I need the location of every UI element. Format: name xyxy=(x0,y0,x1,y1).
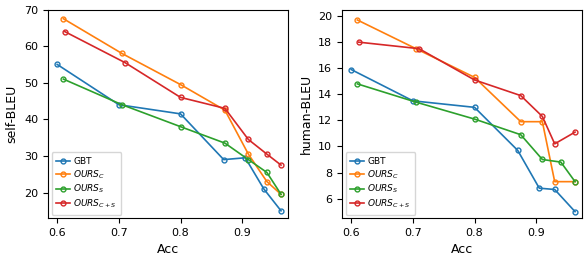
$OURS_C$ xyxy=(539,120,546,123)
Line: $OURS_C$: $OURS_C$ xyxy=(61,16,283,197)
$OURS_S$ xyxy=(222,141,229,145)
GBT xyxy=(514,149,521,152)
$OURS_{C+S}$ xyxy=(222,107,229,110)
Legend: GBT, $OURS_C$, $OURS_S$, $OURS_{C+S}$: GBT, $OURS_C$, $OURS_S$, $OURS_{C+S}$ xyxy=(52,152,121,215)
$OURS_C$ xyxy=(517,120,524,123)
Line: $OURS_C$: $OURS_C$ xyxy=(355,18,577,184)
$OURS_C$ xyxy=(177,83,184,86)
GBT xyxy=(242,156,249,159)
X-axis label: Acc: Acc xyxy=(157,243,179,256)
$OURS_S$ xyxy=(245,158,252,161)
GBT xyxy=(260,187,268,190)
X-axis label: Acc: Acc xyxy=(451,243,473,256)
$OURS_S$ xyxy=(354,82,361,85)
GBT xyxy=(54,63,61,66)
$OURS_S$ xyxy=(517,133,524,136)
$OURS_S$ xyxy=(412,101,419,104)
GBT xyxy=(220,158,227,161)
$OURS_C$ xyxy=(572,180,579,183)
$OURS_S$ xyxy=(471,117,478,121)
Y-axis label: self-BLEU: self-BLEU xyxy=(5,85,19,143)
Line: $OURS_{C+S}$: $OURS_{C+S}$ xyxy=(62,29,283,167)
Line: $OURS_S$: $OURS_S$ xyxy=(61,77,283,197)
$OURS_C$ xyxy=(263,180,270,183)
$OURS_{C+S}$ xyxy=(122,61,129,64)
GBT xyxy=(551,188,558,191)
$OURS_C$ xyxy=(118,52,125,55)
$OURS_{C+S}$ xyxy=(263,152,270,156)
$OURS_{C+S}$ xyxy=(539,115,546,118)
GBT xyxy=(348,68,355,71)
$OURS_S$ xyxy=(177,125,184,128)
GBT xyxy=(409,99,416,102)
GBT xyxy=(572,210,579,213)
$OURS_C$ xyxy=(60,17,67,20)
$OURS_{C+S}$ xyxy=(177,96,184,99)
GBT xyxy=(278,209,285,212)
Line: GBT: GBT xyxy=(349,67,577,214)
$OURS_C$ xyxy=(245,152,252,156)
$OURS_C$ xyxy=(278,193,285,196)
$OURS_S$ xyxy=(118,103,125,106)
$OURS_S$ xyxy=(278,193,285,196)
$OURS_{C+S}$ xyxy=(471,78,478,81)
$OURS_{C+S}$ xyxy=(355,41,362,44)
$OURS_C$ xyxy=(222,109,229,112)
$OURS_{C+S}$ xyxy=(278,163,285,167)
$OURS_C$ xyxy=(354,18,361,21)
Line: $OURS_S$: $OURS_S$ xyxy=(355,81,577,184)
$OURS_{C+S}$ xyxy=(572,130,579,134)
$OURS_{C+S}$ xyxy=(61,30,68,33)
$OURS_{C+S}$ xyxy=(416,47,423,50)
Legend: GBT, $OURS_C$, $OURS_S$, $OURS_{C+S}$: GBT, $OURS_C$, $OURS_S$, $OURS_{C+S}$ xyxy=(346,152,415,215)
$OURS_C$ xyxy=(412,47,419,50)
$OURS_{C+S}$ xyxy=(551,142,558,145)
Line: GBT: GBT xyxy=(55,62,283,213)
$OURS_S$ xyxy=(539,158,546,161)
GBT xyxy=(536,187,543,190)
GBT xyxy=(177,112,184,116)
$OURS_S$ xyxy=(557,161,564,164)
Line: $OURS_{C+S}$: $OURS_{C+S}$ xyxy=(356,40,577,146)
$OURS_S$ xyxy=(60,78,67,81)
GBT xyxy=(471,106,478,109)
$OURS_S$ xyxy=(263,171,270,174)
$OURS_C$ xyxy=(471,76,478,79)
GBT xyxy=(115,103,122,106)
$OURS_{C+S}$ xyxy=(245,138,252,141)
$OURS_{C+S}$ xyxy=(517,94,524,97)
$OURS_S$ xyxy=(572,180,579,183)
$OURS_C$ xyxy=(551,180,558,183)
Y-axis label: human-BLEU: human-BLEU xyxy=(299,74,313,154)
